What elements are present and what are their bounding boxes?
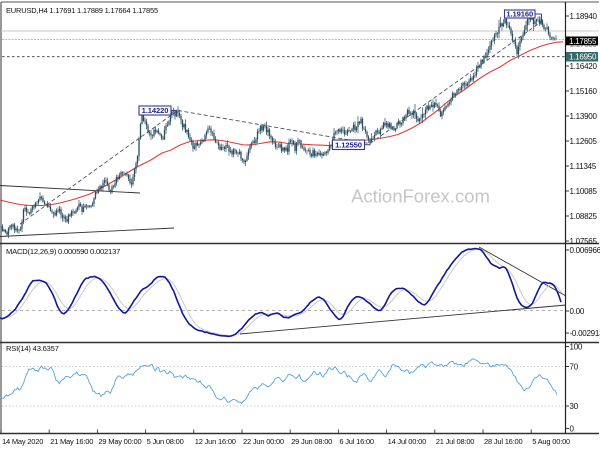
svg-text:0: 0: [570, 425, 575, 434]
svg-text:1.12605: 1.12605: [570, 137, 598, 146]
svg-text:5 Jun 08:00: 5 Jun 08:00: [147, 437, 184, 446]
svg-text:29 Jun 08:00: 29 Jun 08:00: [291, 437, 332, 446]
svg-text:1.07565: 1.07565: [570, 237, 598, 246]
svg-text:ActionForex.com: ActionForex.com: [351, 186, 490, 207]
svg-text:1.14220: 1.14220: [142, 106, 169, 115]
svg-text:12 Jun 16:00: 12 Jun 16:00: [195, 437, 236, 446]
svg-text:1.16420: 1.16420: [570, 62, 598, 71]
svg-text:0.00: 0.00: [570, 307, 585, 316]
svg-text:0.006966: 0.006966: [570, 246, 600, 255]
svg-text:1.16950: 1.16950: [569, 53, 597, 62]
svg-text:1.12550: 1.12550: [335, 140, 362, 149]
svg-text:MACD(12,26,9) 0.000590 0.00213: MACD(12,26,9) 0.000590 0.002137: [6, 247, 120, 256]
svg-text:70: 70: [570, 363, 579, 372]
svg-text:1.18940: 1.18940: [570, 12, 598, 21]
svg-text:1.13900: 1.13900: [570, 112, 598, 121]
svg-text:1.11345: 1.11345: [570, 162, 597, 171]
svg-text:14 May 2020: 14 May 2020: [2, 437, 43, 446]
svg-text:30: 30: [570, 402, 579, 411]
svg-text:21 Jul 08:00: 21 Jul 08:00: [436, 437, 474, 446]
svg-text:22 Jun 00:00: 22 Jun 00:00: [243, 437, 284, 446]
svg-text:14 Jul 00:00: 14 Jul 00:00: [388, 437, 426, 446]
svg-text:1.15160: 1.15160: [570, 87, 598, 96]
svg-text:100: 100: [570, 343, 583, 352]
svg-text:1.10085: 1.10085: [570, 187, 598, 196]
svg-text:1.17855: 1.17855: [569, 37, 597, 46]
svg-text:21 May 16:00: 21 May 16:00: [50, 437, 93, 446]
svg-text:1.08825: 1.08825: [570, 212, 598, 221]
svg-text:6 Jul 16:00: 6 Jul 16:00: [339, 437, 374, 446]
svg-text:28 Jul 16:00: 28 Jul 16:00: [484, 437, 522, 446]
svg-text:-0.002913: -0.002913: [570, 329, 600, 338]
svg-text:1.19160: 1.19160: [506, 10, 533, 19]
svg-text:RSI(14) 43.6357: RSI(14) 43.6357: [6, 344, 59, 353]
svg-text:EURUSD,H4 1.17691 1.17889 1.1: EURUSD,H4 1.17691 1.17889 1.17664 1.1785…: [6, 6, 158, 15]
svg-text:5 Aug 00:00: 5 Aug 00:00: [532, 437, 570, 446]
svg-text:29 May 00:00: 29 May 00:00: [98, 437, 141, 446]
